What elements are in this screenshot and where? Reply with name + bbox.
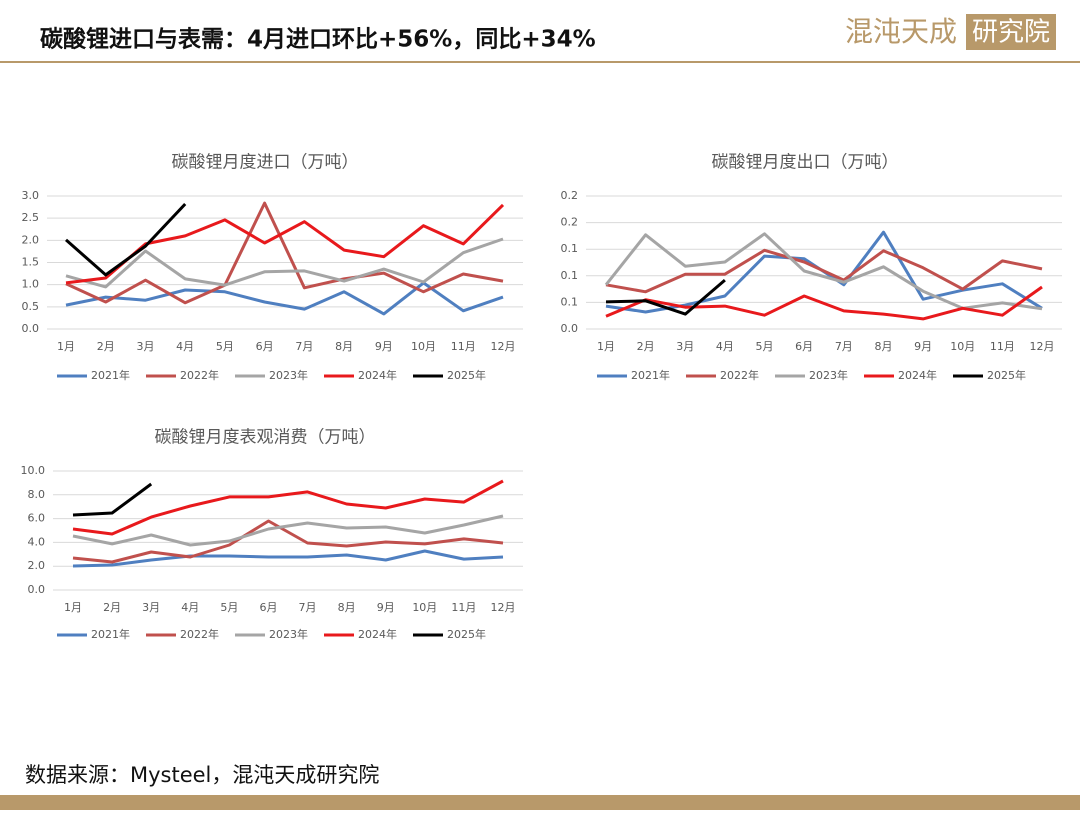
legend-label: 2021年 [91,627,130,641]
series-line [604,232,1043,311]
y-tick-label: 3.0 [22,189,40,202]
x-tick-label: 2月 [97,340,115,353]
x-tick-label: 2月 [103,601,121,614]
legend-label: 2023年 [809,368,848,382]
x-tick-label: 7月 [299,601,317,614]
y-tick-label: 8.0 [28,488,46,501]
series-line [65,201,504,305]
y-tick-label: 0.5 [22,300,40,313]
x-tick-label: 3月 [676,340,694,353]
x-tick-label: 10月 [412,601,437,614]
y-tick-label: 2.5 [22,211,40,224]
x-tick-label: 6月 [259,601,277,614]
series-line [72,482,153,517]
y-tick-label: 6.0 [28,512,46,525]
footer-band [0,795,1080,810]
legend-label: 2023年 [269,627,308,641]
legend-label: 2024年 [898,368,937,382]
y-tick-label: 0.1 [561,295,579,308]
legend-label: 2022年 [720,368,759,382]
x-tick-label: 6月 [256,340,274,353]
series-line [605,285,1043,321]
page-title: 碳酸锂进口与表需：4月进口环比+56%，同比+34% [40,27,596,53]
series-line [72,549,504,568]
y-tick-label: 0.2 [561,189,579,202]
x-tick-label: 2月 [637,340,655,353]
x-tick-label: 6月 [795,340,813,353]
legend-label: 2022年 [180,368,219,382]
series-line [605,278,726,316]
x-tick-label: 7月 [295,340,313,353]
x-tick-label: 5月 [220,601,238,614]
logo-text: 混沌天成 [845,15,957,48]
legend-label: 2024年 [358,627,397,641]
x-tick-label: 11月 [990,340,1015,353]
x-tick-label: 9月 [375,340,393,353]
x-tick-label: 8月 [335,340,353,353]
chart-title: 碳酸锂月度出口（万吨） [712,153,899,173]
x-tick-label: 1月 [64,601,82,614]
legend-label: 2021年 [631,368,670,382]
x-tick-label: 4月 [181,601,199,614]
x-tick-label: 3月 [136,340,154,353]
x-tick-label: 10月 [950,340,975,353]
chart-title: 碳酸锂月度表观消费（万吨） [155,428,376,448]
y-tick-label: 0.0 [561,322,579,335]
y-tick-label: 1.0 [22,278,40,291]
x-tick-label: 7月 [835,340,853,353]
x-tick-label: 5月 [756,340,774,353]
x-tick-label: 12月 [1030,340,1055,353]
y-tick-label: 0.2 [561,216,579,229]
x-tick-label: 12月 [491,601,516,614]
legend-label: 2021年 [91,368,130,382]
series-line [72,519,504,564]
x-tick-label: 1月 [57,340,75,353]
legend-label: 2025年 [987,368,1026,382]
y-tick-label: 2.0 [28,559,46,572]
series-line [72,479,504,536]
x-tick-label: 8月 [874,340,892,353]
x-tick-label: 4月 [716,340,734,353]
legend-label: 2022年 [180,627,219,641]
y-tick-label: 10.0 [21,464,46,477]
legend-label: 2025年 [447,368,486,382]
x-tick-label: 12月 [491,340,516,353]
x-tick-label: 9月 [377,601,395,614]
legend-label: 2025年 [447,627,486,641]
y-tick-label: 0.1 [561,242,579,255]
series-line [72,514,504,547]
series-line [65,237,504,289]
legend-label: 2023年 [269,368,308,382]
x-tick-label: 8月 [338,601,356,614]
chart-title: 碳酸锂月度进口（万吨） [172,153,359,173]
x-tick-label: 9月 [914,340,932,353]
x-tick-label: 4月 [176,340,194,353]
logo-box [966,14,1056,50]
series-line [65,202,187,277]
x-tick-label: 1月 [597,340,615,353]
x-tick-label: 3月 [142,601,160,614]
source-note: 数据来源：Mysteel，混沌天成研究院 [25,763,379,787]
series-line [605,248,1043,294]
y-tick-label: 4.0 [28,535,46,548]
y-tick-label: 0.1 [561,269,579,282]
legend-label: 2024年 [358,368,397,382]
y-tick-label: 2.0 [22,233,40,246]
y-tick-label: 0.0 [28,583,46,596]
x-tick-label: 10月 [411,340,436,353]
x-tick-label: 11月 [451,340,476,353]
x-tick-label: 11月 [451,601,476,614]
logo-text-box: 研究院 [972,18,1050,48]
y-tick-label: 1.5 [22,256,40,269]
y-tick-label: 0.0 [22,322,40,335]
x-tick-label: 5月 [216,340,234,353]
